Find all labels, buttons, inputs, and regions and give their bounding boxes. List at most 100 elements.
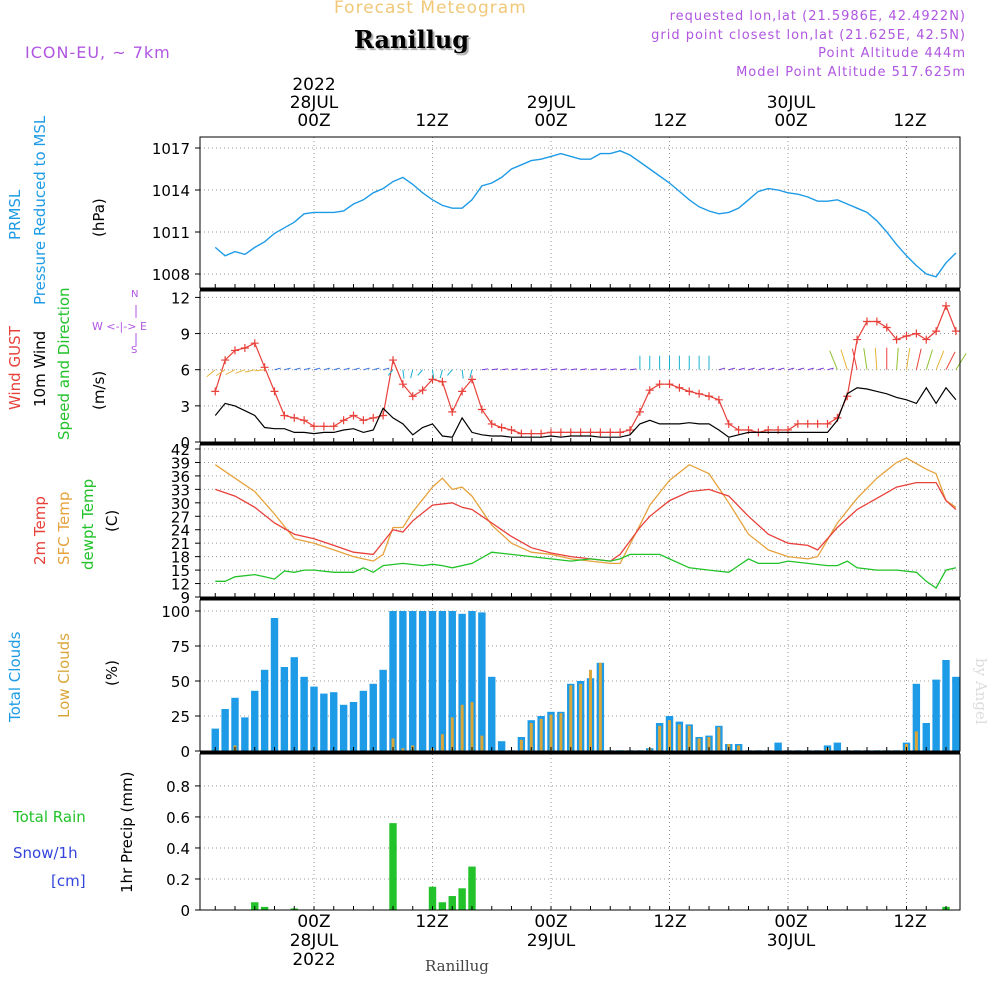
wind-direction-arrow — [620, 368, 627, 371]
wind-direction-arrow — [363, 367, 370, 371]
frame-layer — [135, 136, 961, 911]
y-tick-label: 1008 — [152, 266, 190, 284]
y-tick-label: 1014 — [152, 182, 190, 200]
wind-direction-arrow — [461, 369, 464, 379]
wind-direction-arrow — [481, 368, 489, 371]
y-tick-label: 15 — [171, 562, 190, 580]
rain-bar — [260, 906, 269, 910]
wind-direction-arrow — [447, 369, 453, 376]
wind-direction-arrow — [560, 368, 568, 371]
top-year-label: 2022 — [292, 75, 336, 95]
cloud-low-bar — [569, 685, 573, 751]
cloud-low-bar — [687, 725, 691, 751]
cloud-low-bar — [450, 717, 454, 751]
gust-marker — [655, 380, 664, 389]
y-tick-label: 3 — [180, 398, 190, 416]
wind-direction-arrow — [896, 347, 899, 370]
sfc-temp-line — [214, 457, 957, 565]
gust-marker — [635, 407, 644, 416]
bottom-noon-label: 12Z — [893, 912, 927, 932]
gust-line — [214, 304, 957, 435]
wind-direction-arrow — [768, 367, 775, 371]
y-tick-label: 0 — [180, 743, 190, 761]
cloud-low-bar — [401, 748, 405, 751]
gust-marker — [853, 335, 862, 344]
wind-direction-arrow — [915, 348, 922, 370]
gust-marker — [537, 429, 546, 438]
cloud-total-bar — [912, 683, 921, 751]
bottom-year-label: 2022 — [292, 950, 336, 970]
wind-direction-arrow — [333, 367, 341, 371]
wind-direction-arrow — [863, 348, 868, 370]
gust-marker — [705, 392, 713, 401]
gust-marker — [803, 419, 812, 428]
gust-marker — [240, 344, 249, 353]
rain-bar — [438, 902, 447, 910]
wind-direction-arrow — [383, 367, 390, 371]
compass-south-label: S — [131, 345, 138, 356]
rain-bar — [458, 888, 466, 910]
bottom-day-label: 29JUL — [526, 931, 576, 951]
y-tick-label: 0.8 — [166, 778, 190, 796]
wind-direction-arrow — [410, 369, 414, 379]
top-hour-label: 00Z — [297, 111, 331, 131]
gust-marker — [418, 386, 427, 395]
y-tick-label: 33 — [171, 481, 190, 499]
gust-marker — [527, 429, 536, 438]
gust-marker — [408, 392, 417, 401]
y-tick-label: 21 — [171, 535, 190, 553]
gust-marker — [319, 422, 328, 431]
bottom-day-label: 30JUL — [766, 931, 816, 951]
cloud-total-bar — [458, 613, 466, 751]
cloud-low-bar — [539, 718, 543, 751]
rain-bar — [428, 886, 437, 910]
gust-marker — [922, 335, 931, 344]
gust-marker — [813, 419, 822, 428]
wind-10m-label: 10m Wind — [31, 330, 49, 407]
gust-marker — [231, 346, 239, 355]
top-noon-label: 12Z — [415, 111, 449, 131]
gust-marker — [645, 386, 654, 395]
cloud-total-bar — [942, 660, 950, 751]
cloud-total-bar — [379, 669, 387, 751]
y-tick-label: 27 — [171, 508, 190, 526]
cloud-low-bar — [717, 727, 721, 751]
cloud-total-bar — [932, 679, 940, 751]
gridpoint-coords: grid point closest lon,lat (21.625E, 42.… — [651, 28, 966, 43]
cloud-total-bar — [241, 717, 249, 751]
wind-direction-arrow — [945, 351, 956, 370]
gust-marker — [685, 387, 694, 396]
temp-unit: (C) — [103, 509, 121, 532]
wind-direction-arrow — [254, 369, 265, 372]
pressure-label-prmsl: PRMSL — [6, 189, 24, 240]
cloud-total-bar — [260, 669, 269, 751]
temp2m-line — [215, 481, 957, 562]
wind-direction-arrow — [501, 368, 508, 371]
wind-unit: (m/s) — [90, 370, 108, 410]
dewpoint-line — [215, 551, 957, 589]
gust-marker — [339, 416, 348, 425]
rain-label: Total Rain — [13, 808, 86, 826]
y-tick-label: 0 — [180, 902, 190, 920]
cloud-low-bar — [549, 714, 553, 751]
gust-marker — [428, 375, 437, 384]
gust-marker — [398, 380, 407, 389]
y-tick-label: 1011 — [152, 224, 190, 242]
compass-ew-label: W <-|-> E — [92, 320, 147, 333]
wind-direction-arrow — [491, 368, 499, 371]
rain-bar — [389, 823, 397, 910]
top-hour-label: 00Z — [774, 111, 808, 131]
cloud-total-bar — [399, 611, 407, 751]
cloud-total-bar — [359, 690, 368, 751]
cloud-low-bar — [529, 723, 533, 751]
gust-marker — [951, 327, 960, 336]
wind-direction-arrow — [284, 367, 291, 371]
wind-direction-arrow — [758, 367, 765, 371]
wind-direction-arrow — [402, 369, 405, 379]
wind-direction-arrow — [313, 367, 321, 371]
point-altitude: Point Altitude 444m — [818, 46, 966, 61]
y-tick-label: 0 — [180, 434, 190, 452]
gust-marker — [714, 395, 723, 404]
cloud-total-bar — [310, 686, 318, 751]
wind-direction-arrow — [728, 367, 736, 371]
